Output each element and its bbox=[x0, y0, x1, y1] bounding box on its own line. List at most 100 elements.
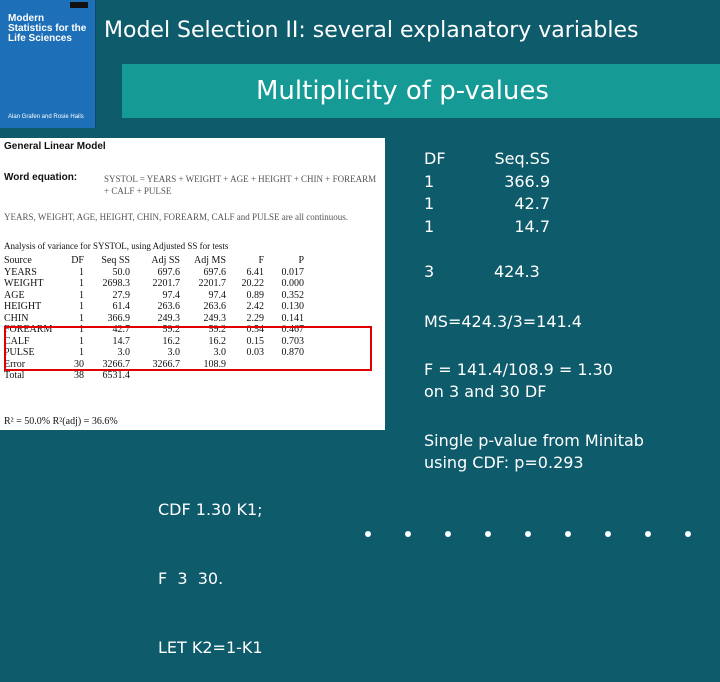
column-header: P bbox=[264, 255, 304, 267]
table-cell: 1 bbox=[64, 267, 84, 279]
pvalue-line-1: Single p-value from Minitab bbox=[424, 430, 644, 452]
table-cell: 249.3 bbox=[130, 313, 180, 325]
minitab-output-panel: General Linear Model Word equation: SYST… bbox=[0, 138, 385, 430]
table-cell: 2201.7 bbox=[130, 278, 180, 290]
slide-title: Model Selection II: several explanatory … bbox=[104, 18, 639, 43]
table-row: Total386531.4 bbox=[4, 370, 304, 382]
dot-icon bbox=[565, 531, 571, 537]
table-cell bbox=[226, 370, 264, 382]
table-row: AGE127.997.497.40.890.352 bbox=[4, 290, 304, 302]
table-cell: 6.41 bbox=[226, 267, 264, 279]
table-row: HEIGHT161.4263.6263.62.420.130 bbox=[4, 301, 304, 313]
word-equation-label: Word equation: bbox=[4, 172, 77, 183]
dot-icon bbox=[685, 531, 691, 537]
table-cell: 2698.3 bbox=[84, 278, 130, 290]
seqss-value: 42.7 bbox=[484, 193, 550, 216]
pvalue-line-2: using CDF: p=0.293 bbox=[424, 452, 584, 474]
table-cell: 0.017 bbox=[264, 267, 304, 279]
table-cell: 38 bbox=[64, 370, 84, 382]
column-header: Adj SS bbox=[130, 255, 180, 267]
column-header: F bbox=[226, 255, 264, 267]
panel-header: General Linear Model bbox=[4, 141, 106, 152]
column-header: Seq SS bbox=[84, 255, 130, 267]
table-cell bbox=[180, 370, 226, 382]
table-cell: 61.4 bbox=[84, 301, 130, 313]
table-cell: 0.130 bbox=[264, 301, 304, 313]
dot-icon bbox=[645, 531, 651, 537]
book-cover-title: Modern Statistics for the Life Sciences bbox=[8, 14, 86, 44]
f-line-2: on 3 and 30 DF bbox=[424, 381, 546, 403]
code-line: LET K2=1-K1 bbox=[158, 636, 263, 659]
table-cell: 1 bbox=[64, 313, 84, 325]
table-cell: YEARS bbox=[4, 267, 64, 279]
table-cell: 0.352 bbox=[264, 290, 304, 302]
table-cell bbox=[130, 370, 180, 382]
slide-subtitle: Multiplicity of p-values bbox=[256, 76, 549, 106]
table-cell: 0.89 bbox=[226, 290, 264, 302]
column-header: DF bbox=[64, 255, 84, 267]
book-cover-authors: Alan Grafen and Rosie Hails bbox=[8, 114, 84, 120]
seqss-column: Seq.SS 366.9 42.7 14.7 bbox=[484, 148, 550, 238]
seqss-value: 14.7 bbox=[484, 216, 550, 239]
df-value: 1 bbox=[424, 171, 446, 194]
column-header: Source bbox=[4, 255, 64, 267]
dot-icon bbox=[365, 531, 371, 537]
seqss-value: 366.9 bbox=[484, 171, 550, 194]
dot-icon bbox=[485, 531, 491, 537]
seqss-total: 424.3 bbox=[494, 261, 540, 283]
table-cell: 50.0 bbox=[84, 267, 130, 279]
minitab-commands: CDF 1.30 K1; F 3 30. LET K2=1-K1 bbox=[158, 452, 263, 682]
ms-line: MS=424.3/3=141.4 bbox=[424, 311, 582, 333]
code-line: F 3 30. bbox=[158, 567, 263, 590]
table-cell: 97.4 bbox=[180, 290, 226, 302]
table-cell: WEIGHT bbox=[4, 278, 64, 290]
table-row: YEARS150.0697.6697.66.410.017 bbox=[4, 267, 304, 279]
column-header: Adj MS bbox=[180, 255, 226, 267]
highlight-box bbox=[4, 326, 372, 371]
anova-title: Analysis of variance for SYSTOL, using A… bbox=[4, 241, 228, 251]
dot-icon bbox=[525, 531, 531, 537]
dot-icon bbox=[445, 531, 451, 537]
table-row: CHIN1366.9249.3249.32.290.141 bbox=[4, 313, 304, 325]
dot-icon bbox=[605, 531, 611, 537]
table-cell: 1 bbox=[64, 278, 84, 290]
table-cell: 249.3 bbox=[180, 313, 226, 325]
seqss-header: Seq.SS bbox=[484, 148, 550, 171]
table-cell: 2.29 bbox=[226, 313, 264, 325]
table-cell: 6531.4 bbox=[84, 370, 130, 382]
table-cell: 263.6 bbox=[130, 301, 180, 313]
df-value: 1 bbox=[424, 216, 446, 239]
df-header: DF bbox=[424, 148, 446, 171]
table-cell: 2201.7 bbox=[180, 278, 226, 290]
book-cover-image: Modern Statistics for the Life Sciences … bbox=[0, 0, 96, 128]
continuous-note: YEARS, WEIGHT, AGE, HEIGHT, CHIN, FOREAR… bbox=[4, 212, 348, 222]
table-cell: 27.9 bbox=[84, 290, 130, 302]
table-cell: AGE bbox=[4, 290, 64, 302]
word-equation: SYSTOL = YEARS + WEIGHT + AGE + HEIGHT +… bbox=[104, 173, 379, 197]
table-cell: Total bbox=[4, 370, 64, 382]
table-cell: CHIN bbox=[4, 313, 64, 325]
r-squared-line: R² = 50.0% R²(adj) = 36.6% bbox=[4, 416, 118, 427]
table-cell bbox=[264, 370, 304, 382]
publisher-logo-icon bbox=[70, 2, 88, 8]
table-cell: 0.000 bbox=[264, 278, 304, 290]
table-cell: 697.6 bbox=[130, 267, 180, 279]
df-column: DF 1 1 1 bbox=[424, 148, 446, 238]
table-cell: HEIGHT bbox=[4, 301, 64, 313]
table-cell: 1 bbox=[64, 290, 84, 302]
f-line-1: F = 141.4/108.9 = 1.30 bbox=[424, 359, 613, 381]
code-line: CDF 1.30 K1; bbox=[158, 498, 263, 521]
table-cell: 2.42 bbox=[226, 301, 264, 313]
table-cell: 263.6 bbox=[180, 301, 226, 313]
df-total: 3 bbox=[424, 261, 434, 283]
table-cell: 697.6 bbox=[180, 267, 226, 279]
table-cell: 97.4 bbox=[130, 290, 180, 302]
table-cell: 0.141 bbox=[264, 313, 304, 325]
table-cell: 20.22 bbox=[226, 278, 264, 290]
table-cell: 366.9 bbox=[84, 313, 130, 325]
table-header-row: SourceDFSeq SSAdj SSAdj MSFP bbox=[4, 255, 304, 267]
table-row: WEIGHT12698.32201.72201.720.220.000 bbox=[4, 278, 304, 290]
dot-icon bbox=[405, 531, 411, 537]
table-cell: 1 bbox=[64, 301, 84, 313]
df-value: 1 bbox=[424, 193, 446, 216]
